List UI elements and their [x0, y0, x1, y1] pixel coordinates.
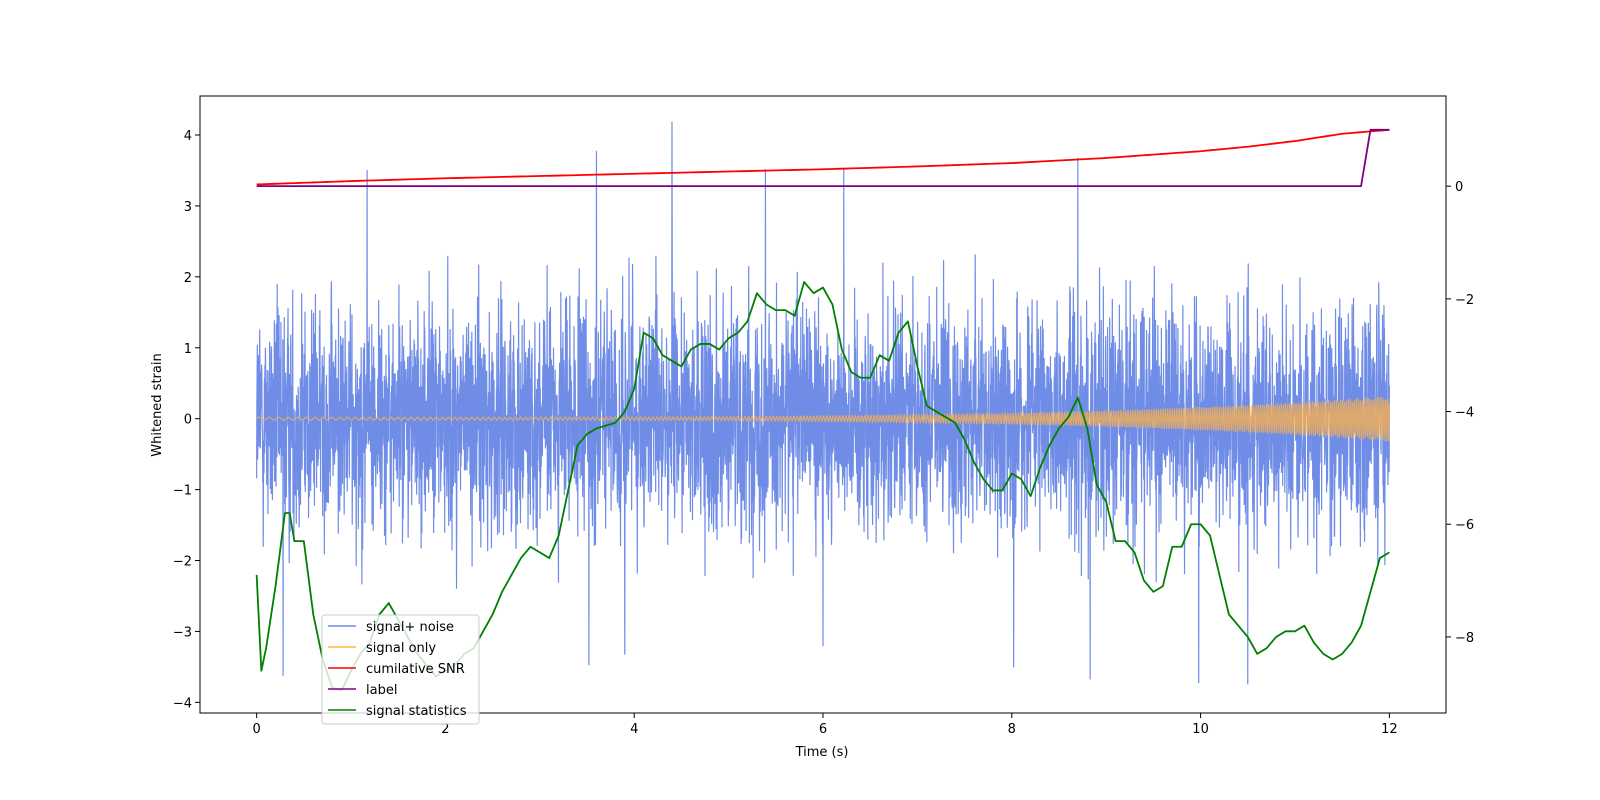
legend-box	[321, 614, 480, 725]
series-label	[256, 128, 1390, 188]
y-tick-label: 4	[184, 129, 192, 144]
y-tick-label: −4	[173, 696, 192, 711]
x-tick-label: 4	[630, 722, 638, 737]
x-tick-label: 8	[1008, 722, 1016, 737]
x-tick-label: 12	[1381, 722, 1398, 737]
y2-tick-label: −8	[1455, 631, 1474, 646]
y2-tick-label: −4	[1455, 406, 1474, 421]
y-tick-label: −2	[173, 555, 192, 570]
y2-tick-label: 0	[1455, 180, 1463, 195]
y-tick-label: −1	[173, 484, 192, 499]
y-tick-label: 0	[184, 413, 192, 428]
legend-label-signal-statistics: signal statistics	[366, 704, 467, 719]
series-signal-only	[256, 396, 1390, 442]
y-tick-label: 1	[184, 342, 192, 357]
x-tick-label: 2	[441, 722, 449, 737]
y-tick-label: 3	[184, 200, 192, 215]
y-axis-label: Whitened strain	[150, 353, 165, 456]
legend-label-label: label	[366, 683, 397, 698]
x-tick-label: 0	[252, 722, 260, 737]
series-cumulative-snr	[256, 128, 1390, 186]
y2-tick-label: −6	[1455, 518, 1474, 533]
y-axis-right: −8 −6 −4 −2 0	[1446, 180, 1474, 646]
y-tick-label: 2	[184, 271, 192, 286]
series-signal-noise	[256, 121, 1390, 685]
x-axis: 0 2 4 6 8 10 12	[252, 713, 1398, 737]
y2-tick-label: −2	[1455, 293, 1474, 308]
legend-label-cumulative-snr: cumilative SNR	[366, 662, 465, 677]
legend-label-signal-only: signal only	[366, 641, 436, 656]
x-axis-label: Time (s)	[795, 745, 849, 760]
legend: signal+ noise signal only cumilative SNR…	[321, 614, 480, 725]
y-axis-left: −4 −3 −2 −1 0 1 2 3 4	[173, 129, 200, 711]
x-tick-label: 6	[819, 722, 827, 737]
legend-label-signal-noise: signal+ noise	[366, 620, 454, 635]
x-tick-label: 10	[1192, 722, 1209, 737]
y-tick-label: −3	[173, 625, 192, 640]
